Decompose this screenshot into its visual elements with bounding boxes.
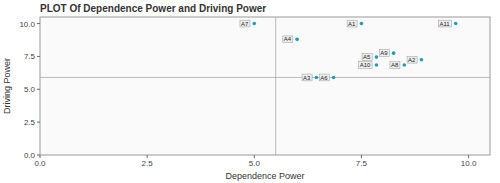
point-label: A2 xyxy=(408,57,416,63)
point xyxy=(375,63,379,67)
point xyxy=(360,22,364,26)
reference-vline xyxy=(275,17,276,155)
label-box xyxy=(240,20,250,27)
x-tick xyxy=(468,155,469,158)
point-label: A1 xyxy=(348,21,356,27)
point xyxy=(252,22,256,26)
point-label: A11 xyxy=(439,21,450,27)
label-box xyxy=(362,54,372,61)
label-box xyxy=(302,74,312,81)
x-tick-label: 7.5 xyxy=(356,159,368,168)
y-tick-label: 5.0 xyxy=(24,85,36,94)
y-tick xyxy=(37,89,40,90)
y-tick-label: 10.0 xyxy=(19,20,35,29)
reference-hline xyxy=(40,77,490,78)
axes: 0.0 2.5 5.0 7.5 10.0 0.0 2.5 5.0 7.5 10.0 xyxy=(19,20,476,168)
x-axis-label: Dependence Power xyxy=(225,171,304,181)
point-label-group: A1 xyxy=(347,20,357,27)
point-label-group: A2 xyxy=(407,56,417,63)
x-tick xyxy=(147,155,148,158)
y-tick xyxy=(37,155,40,156)
point-label: A4 xyxy=(284,36,292,42)
y-tick xyxy=(37,56,40,57)
point-label-group: A6 xyxy=(319,74,329,81)
plot-frame xyxy=(40,17,490,155)
point-label-group: A5 xyxy=(362,54,372,61)
chart-container: 0.0 2.5 5.0 7.5 10.0 0.0 2.5 5.0 7.5 10.0 Dependen… xyxy=(0,0,500,183)
y-tick xyxy=(37,23,40,24)
point xyxy=(402,63,406,67)
point xyxy=(454,22,458,26)
y-tick-label: 7.5 xyxy=(24,52,36,61)
chart-title: PLOT Of Dependence Power and Driving Pow… xyxy=(40,3,266,14)
y-tick-label: 2.5 xyxy=(24,118,36,127)
point xyxy=(392,51,396,55)
point-label-group: A8 xyxy=(390,62,400,69)
y-axis-label: Driving Power xyxy=(2,58,12,114)
point-label-group: A3 xyxy=(302,74,312,81)
point-label-group: A7 xyxy=(240,20,250,27)
point-label-group: A11 xyxy=(438,20,451,27)
point xyxy=(332,76,336,80)
point-label-group: A4 xyxy=(283,36,293,43)
point-label-group: A10 xyxy=(359,62,372,69)
label-box xyxy=(283,36,293,43)
label-box xyxy=(438,20,451,27)
point xyxy=(295,38,299,42)
label-box xyxy=(319,74,329,81)
point-label: A3 xyxy=(303,75,311,81)
point-labels: A7 A4 A1 A11 A9 A5 A2 A10 A8 A3 A6 xyxy=(240,20,451,81)
x-tick xyxy=(254,155,255,158)
label-box xyxy=(347,20,357,27)
point-label: A9 xyxy=(380,50,388,56)
x-tick-label: 2.5 xyxy=(142,159,154,168)
x-tick-label: 5.0 xyxy=(249,159,261,168)
x-tick-label: 10.0 xyxy=(461,159,477,168)
point-label-group: A9 xyxy=(379,50,389,57)
y-tick-label: 0.0 xyxy=(24,151,36,160)
label-box xyxy=(390,62,400,69)
label-box xyxy=(359,62,372,69)
y-tick xyxy=(37,122,40,123)
point-label: A5 xyxy=(363,54,371,60)
point xyxy=(315,76,319,80)
point xyxy=(420,58,424,62)
x-tick xyxy=(361,155,362,158)
chart-svg: 0.0 2.5 5.0 7.5 10.0 0.0 2.5 5.0 7.5 10.0 Dependen… xyxy=(0,0,500,183)
label-box xyxy=(407,56,417,63)
point-label: A6 xyxy=(320,75,328,81)
point xyxy=(375,55,379,59)
point-label: A8 xyxy=(391,62,399,68)
x-tick-label: 0.0 xyxy=(34,159,46,168)
point-label: A10 xyxy=(360,62,371,68)
plot-area xyxy=(40,17,490,155)
point-label: A7 xyxy=(241,21,249,27)
label-box xyxy=(379,50,389,57)
